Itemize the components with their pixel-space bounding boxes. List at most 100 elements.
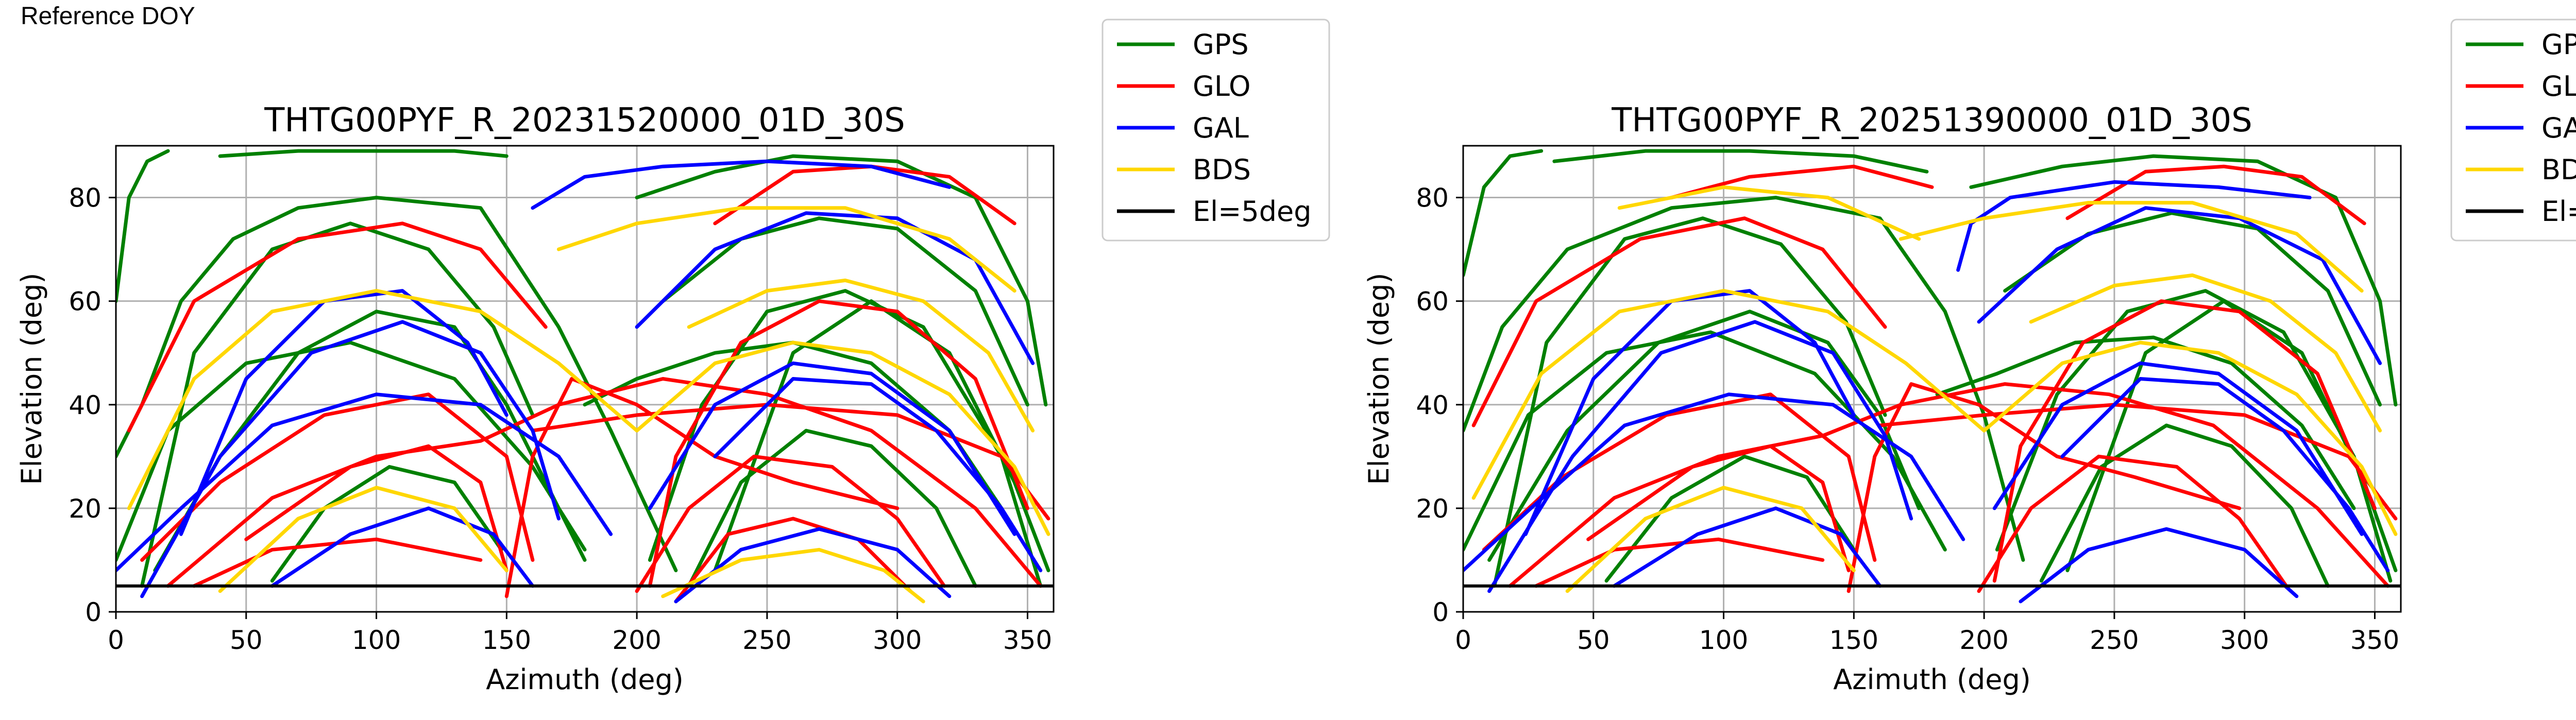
track-gal [270, 506, 535, 588]
track-gal [713, 377, 1043, 573]
track-bds [218, 486, 509, 593]
track-gps [1463, 149, 1544, 277]
track-bds [635, 340, 1050, 536]
track-glo [192, 537, 483, 588]
track-gps [687, 428, 977, 588]
track-glo [1586, 444, 1851, 573]
y-tick-label: 20 [1416, 494, 1449, 524]
track-gal [116, 392, 613, 573]
plot-frame [115, 145, 1055, 613]
track-bds [661, 547, 925, 604]
track-gal [1612, 506, 1882, 588]
y-tick-label: 20 [69, 494, 101, 524]
y-axis-label: Elevation (deg) [1363, 273, 1395, 485]
track-glo [648, 299, 1029, 588]
plot-frame [1462, 145, 2402, 613]
y-tick-label: 60 [1416, 287, 1449, 317]
track-gal [1523, 289, 1856, 536]
track-gps [140, 221, 535, 588]
reference-doy-label: Reference DOY [21, 3, 195, 30]
legend-label: GLO [2541, 70, 2576, 102]
legend-box [2450, 19, 2576, 242]
x-tick-label: 250 [2090, 625, 2139, 655]
x-tick-label: 300 [873, 625, 922, 655]
track-gps [1969, 154, 2398, 407]
track-gal [648, 361, 1016, 536]
track-glo [1482, 392, 1877, 562]
track-gps [1493, 216, 1887, 588]
x-tick-label: 250 [742, 625, 791, 655]
x-axis-label: Azimuth (deg) [1833, 663, 2031, 696]
track-gal [179, 289, 509, 536]
legend-label: BDS [1193, 153, 1251, 186]
track-gal [1992, 361, 2364, 536]
track-gal [140, 320, 561, 598]
legend-label: GLO [1193, 70, 1251, 102]
legend-label: GAL [2541, 112, 2576, 144]
track-glo [674, 517, 912, 604]
track-gal [2019, 527, 2299, 604]
x-tick-label: 200 [612, 625, 661, 655]
track-bds [2029, 273, 2382, 433]
satellite-tracks [1463, 149, 2398, 604]
track-glo [127, 221, 548, 433]
track-glo [635, 454, 946, 593]
chart-title: THTG00PYF_R_20251390000_01D_30S [1611, 101, 2252, 140]
x-tick-label: 150 [1829, 625, 1878, 655]
track-gal [1463, 392, 1965, 573]
track-gps [1552, 149, 1929, 174]
track-glo [140, 392, 535, 562]
track-glo [1508, 382, 2390, 588]
legend-box [1101, 19, 1330, 242]
x-tick-label: 350 [2350, 625, 2399, 655]
y-axis-label: Elevation (deg) [15, 273, 48, 485]
track-gps [2003, 211, 2382, 407]
legend-label: GPS [2541, 28, 2576, 61]
y-tick-label: 60 [69, 287, 101, 317]
track-bds [1899, 201, 2364, 293]
x-tick-label: 50 [1577, 625, 1610, 655]
track-gal [1956, 180, 2312, 272]
track-bds [1565, 486, 1856, 593]
track-glo [1846, 382, 2242, 593]
track-bds [1617, 185, 1921, 241]
track-gps [116, 149, 170, 303]
x-tick-label: 0 [1455, 625, 1471, 655]
chart-panel-1: 0 50 100 150 200 250 300 350 0 20 40 60 80 THTG00PYF_… [15, 19, 1330, 696]
track-bds [556, 206, 1016, 293]
track-gps [1935, 335, 2356, 510]
y-tick-label: 0 [1432, 597, 1449, 627]
track-gal [674, 527, 952, 604]
track-gps [661, 216, 1029, 407]
track-gps [635, 154, 1048, 407]
track-gal [531, 159, 952, 210]
x-tick-label: 50 [230, 625, 263, 655]
track-bds [1982, 340, 2398, 536]
legend-label: GAL [1193, 112, 1249, 144]
track-glo [504, 377, 900, 598]
track-gps [1604, 454, 1856, 583]
y-tick-label: 80 [69, 183, 101, 213]
track-gps [218, 149, 509, 158]
x-tick-label: 200 [1959, 625, 2008, 655]
track-gps [2039, 423, 2330, 588]
satellite-tracks [116, 149, 1050, 604]
track-gal [2060, 377, 2390, 573]
chart-panel-2: 0 50 100 150 200 250 300 350 0 20 40 60 80 THTG00PYF_… [1363, 19, 2576, 696]
track-bds [687, 278, 1035, 433]
y-tick-label: 40 [69, 390, 101, 420]
track-gps [1463, 196, 2025, 562]
legend-label: GPS [1193, 28, 1249, 61]
track-glo [244, 444, 509, 573]
track-bds [127, 289, 639, 510]
y-tick-label: 0 [85, 597, 101, 627]
x-tick-label: 350 [1003, 625, 1052, 655]
track-gps [116, 196, 678, 573]
legend: GPS GLO GAL BDS El=5deg [1101, 19, 1330, 242]
track-gps [713, 299, 1050, 573]
track-glo [166, 377, 1043, 588]
legend: GPS GLO GAL BDS El=5deg [2450, 19, 2576, 242]
y-tick-label: 40 [1416, 390, 1449, 420]
track-bds [1471, 289, 1986, 500]
